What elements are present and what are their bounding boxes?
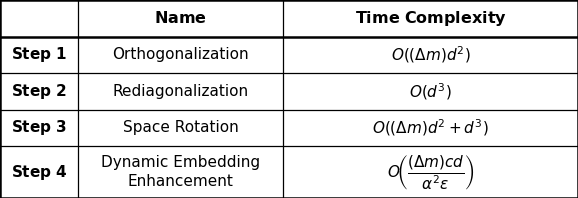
Text: Rediagonalization: Rediagonalization bbox=[113, 84, 249, 99]
Text: $O(d^3)$: $O(d^3)$ bbox=[409, 81, 452, 102]
Text: $\mathbf{Step\ 3}$: $\mathbf{Step\ 3}$ bbox=[11, 118, 67, 137]
Text: Orthogonalization: Orthogonalization bbox=[112, 47, 249, 62]
Text: $\mathbf{Step\ 1}$: $\mathbf{Step\ 1}$ bbox=[11, 45, 67, 64]
Text: $\mathbf{Time\ Complexity}$: $\mathbf{Time\ Complexity}$ bbox=[355, 9, 506, 28]
Text: $O((\Delta m)d^2)$: $O((\Delta m)d^2)$ bbox=[391, 45, 470, 65]
Text: Dynamic Embedding
Enhancement: Dynamic Embedding Enhancement bbox=[101, 155, 260, 189]
Text: $O\!\left(\dfrac{(\Delta m)cd}{\alpha^2 \epsilon}\right)$: $O\!\left(\dfrac{(\Delta m)cd}{\alpha^2 … bbox=[387, 153, 475, 192]
Text: $\mathbf{Name}$: $\mathbf{Name}$ bbox=[154, 10, 207, 26]
Text: $O((\Delta m)d^2 + d^3)$: $O((\Delta m)d^2 + d^3)$ bbox=[372, 118, 489, 138]
Text: Space Rotation: Space Rotation bbox=[123, 120, 239, 135]
Text: $\mathbf{Step\ 2}$: $\mathbf{Step\ 2}$ bbox=[11, 82, 67, 101]
Text: $\mathbf{Step\ 4}$: $\mathbf{Step\ 4}$ bbox=[11, 163, 67, 182]
